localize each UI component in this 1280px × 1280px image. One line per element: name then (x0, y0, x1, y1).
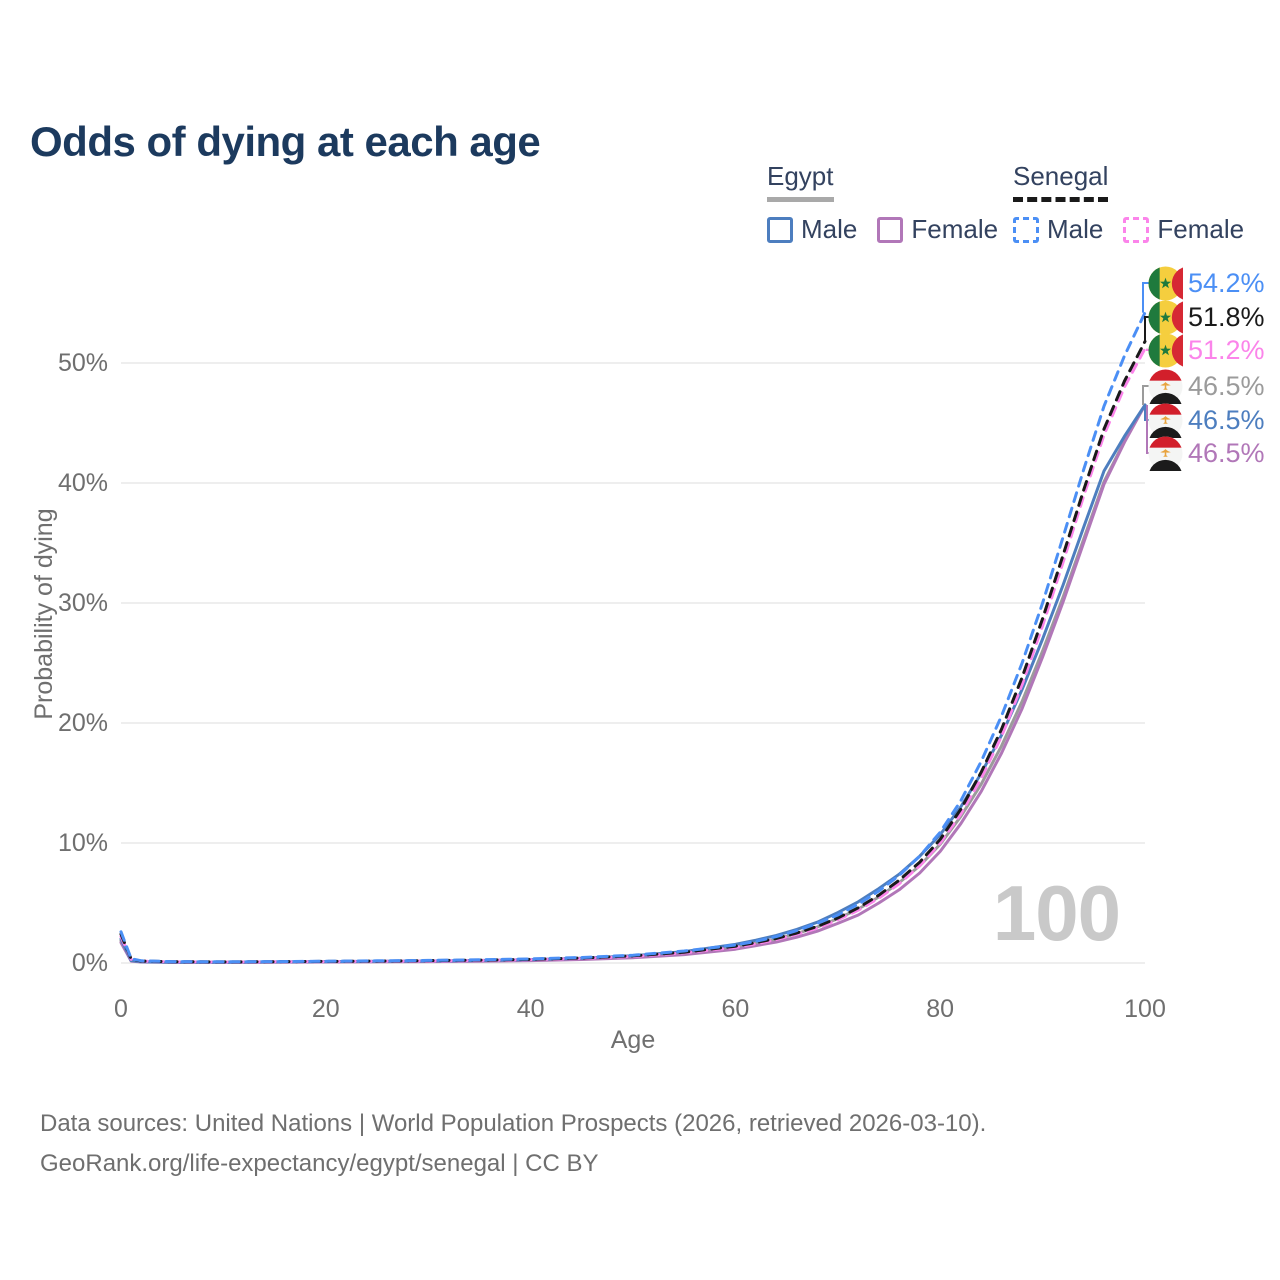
egypt-flag-icon (1148, 403, 1183, 438)
y-tick-10%: 10% (57, 829, 108, 857)
page-title: Odds of dying at each age (30, 118, 541, 166)
x-tick-20: 20 (311, 995, 340, 1023)
end-label-value: 46.5% (1188, 438, 1265, 468)
legend-item-label: Male (1047, 214, 1104, 244)
legend-items: Male Female (767, 214, 998, 245)
line-egypt-female (119, 403, 1147, 964)
legend-country-senegal[interactable]: Senegal (1013, 161, 1109, 202)
footer: Data sources: United Nations | World Pop… (40, 1104, 986, 1184)
end-label-connector-egypt-male (1144, 405, 1150, 421)
x-axis-title: Age (610, 1026, 656, 1054)
x-tick-40: 40 (516, 995, 545, 1023)
x-tick-60: 60 (721, 995, 750, 1023)
age-counter-watermark: 100 (992, 869, 1121, 957)
y-tick-30%: 30% (57, 589, 108, 617)
y-tick-40%: 40% (57, 469, 108, 497)
legend-group-egypt: Egypt Male Female (767, 161, 998, 245)
legend-item-egypt-male[interactable]: Male (767, 214, 857, 245)
legend-group-senegal: Senegal Male Female (1013, 161, 1244, 245)
senegal-flag-icon (1148, 333, 1183, 368)
end-label-senegal: 51.8% (1148, 299, 1265, 335)
legend-item-egypt-female[interactable]: Female (877, 214, 998, 245)
legend-item-label: Male (801, 214, 858, 244)
senegal-flag-icon (1148, 300, 1183, 335)
end-label-value: 54.2% (1188, 268, 1265, 298)
end-label-egypt-male: 46.5% (1148, 402, 1265, 438)
y-tick-20%: 20% (57, 709, 108, 737)
senegal-flag-icon (1148, 266, 1183, 301)
legend-swatch-senegal-female (1123, 216, 1150, 243)
end-label-value: 46.5% (1188, 371, 1265, 401)
end-label-egypt-female: 46.5% (1148, 435, 1265, 471)
line-senegal-male (119, 311, 1147, 964)
footer-sources-line: Data sources: United Nations | World Pop… (40, 1110, 987, 1137)
end-label-connector-senegal-male (1142, 282, 1150, 313)
senegal-flag-icon (1148, 266, 1183, 301)
egypt-flag-icon (1148, 436, 1183, 471)
egypt-flag-icon (1148, 403, 1183, 438)
legend-country-egypt[interactable]: Egypt (767, 161, 834, 202)
end-label-value: 51.8% (1188, 302, 1265, 332)
line-senegal (119, 339, 1147, 964)
x-tick-80: 80 (926, 995, 955, 1023)
line-senegal-female (119, 347, 1147, 964)
x-tick-0: 0 (114, 995, 128, 1023)
end-label-connector-senegal (1144, 316, 1150, 342)
legend-items: Male Female (1013, 214, 1244, 245)
legend-item-label: Female (911, 214, 999, 244)
line-egypt (119, 403, 1147, 964)
y-axis-title: Probability of dying (30, 508, 58, 720)
egypt-flag-icon (1148, 436, 1183, 471)
footer-attribution-line: GeoRank.org/life-expectancy/egypt/senega… (40, 1150, 599, 1177)
end-label-value: 46.5% (1188, 405, 1265, 435)
egypt-flag-icon (1148, 369, 1183, 404)
end-label-senegal-female: 51.2% (1148, 332, 1265, 368)
legend-swatch-egypt-female (877, 216, 904, 243)
egypt-flag-icon (1148, 369, 1183, 404)
senegal-flag-icon (1148, 333, 1183, 368)
x-tick-100: 100 (1124, 995, 1166, 1023)
legend-swatch-senegal-male (1013, 216, 1039, 243)
end-label-egypt: 46.5% (1148, 368, 1265, 404)
line-egypt-male (119, 403, 1147, 964)
y-tick-0%: 0% (71, 949, 108, 977)
legend-item-senegal-female[interactable]: Female (1123, 214, 1244, 245)
end-label-connector-egypt (1142, 385, 1150, 405)
legend-item-senegal-male[interactable]: Male (1013, 214, 1103, 245)
y-tick-50%: 50% (57, 349, 108, 377)
end-label-senegal-male: 54.2% (1148, 265, 1265, 301)
senegal-flag-icon (1148, 300, 1183, 335)
legend-item-label: Female (1157, 214, 1245, 244)
end-label-value: 51.2% (1188, 335, 1265, 365)
legend-swatch-egypt-male (767, 216, 793, 243)
